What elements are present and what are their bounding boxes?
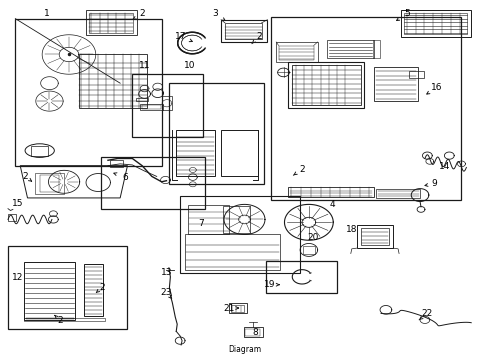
Bar	[184, 234, 280, 270]
Text: 7: 7	[197, 219, 203, 228]
Bar	[40, 175, 59, 192]
Text: 19: 19	[264, 280, 275, 289]
Text: 21: 21	[223, 303, 234, 312]
Text: 2: 2	[256, 32, 262, 41]
Text: 5: 5	[403, 9, 409, 18]
Bar	[83, 264, 103, 316]
Text: 2: 2	[99, 283, 105, 292]
Bar	[243, 327, 263, 337]
Bar	[356, 225, 392, 248]
Text: 4: 4	[329, 200, 334, 209]
Bar	[35, 173, 64, 194]
Bar	[86, 10, 137, 35]
Bar	[372, 40, 379, 58]
Bar	[400, 10, 470, 37]
Bar	[8, 246, 127, 329]
Bar	[276, 42, 317, 62]
Bar	[360, 228, 388, 245]
Text: Diagram: Diagram	[227, 345, 261, 354]
Bar	[230, 305, 244, 312]
Text: 1: 1	[44, 9, 50, 18]
Text: 2: 2	[57, 316, 63, 325]
Text: 20: 20	[306, 233, 318, 242]
Text: 14: 14	[438, 162, 449, 171]
Text: 17: 17	[175, 32, 186, 41]
Text: 8: 8	[252, 328, 258, 337]
Bar	[24, 262, 75, 320]
Bar	[288, 187, 373, 197]
Bar	[187, 205, 229, 234]
Bar	[26, 318, 74, 319]
Bar	[408, 71, 423, 78]
Bar	[140, 104, 163, 110]
Bar	[278, 45, 313, 60]
Bar	[132, 74, 203, 137]
Bar	[15, 19, 161, 166]
Bar	[101, 157, 205, 209]
Bar	[375, 189, 419, 198]
Bar	[168, 83, 264, 184]
Bar	[110, 160, 122, 167]
Bar	[176, 130, 215, 176]
Text: 22: 22	[421, 309, 432, 318]
Bar	[180, 196, 299, 273]
Bar	[266, 261, 336, 293]
Text: 10: 10	[184, 61, 195, 70]
Text: 18: 18	[346, 225, 357, 234]
Bar	[288, 62, 363, 108]
Bar	[228, 303, 247, 314]
Bar	[327, 40, 373, 58]
Bar	[161, 96, 172, 110]
Text: 12: 12	[12, 273, 23, 282]
Text: 6: 6	[122, 173, 128, 182]
Bar	[7, 214, 16, 221]
Text: 9: 9	[431, 179, 437, 188]
Bar	[224, 23, 261, 40]
Text: 13: 13	[161, 268, 172, 277]
Bar	[373, 67, 417, 101]
Text: 23: 23	[161, 288, 172, 297]
Bar	[31, 145, 48, 156]
Bar	[136, 98, 148, 101]
Text: 2: 2	[22, 172, 28, 181]
Bar	[292, 65, 360, 105]
Bar	[245, 329, 260, 336]
Bar	[79, 54, 147, 108]
Text: 2: 2	[299, 165, 304, 174]
Bar	[303, 246, 314, 253]
Bar	[221, 20, 267, 42]
Bar	[271, 17, 461, 200]
Text: 16: 16	[430, 83, 442, 92]
Text: 11: 11	[139, 61, 150, 70]
Text: 2: 2	[139, 9, 144, 18]
Bar	[24, 319, 104, 321]
Bar	[89, 13, 133, 33]
Bar	[142, 105, 160, 109]
Text: 3: 3	[212, 9, 218, 18]
Bar	[223, 206, 249, 233]
Text: 15: 15	[12, 199, 23, 208]
Bar	[403, 13, 467, 35]
Bar	[221, 130, 257, 176]
